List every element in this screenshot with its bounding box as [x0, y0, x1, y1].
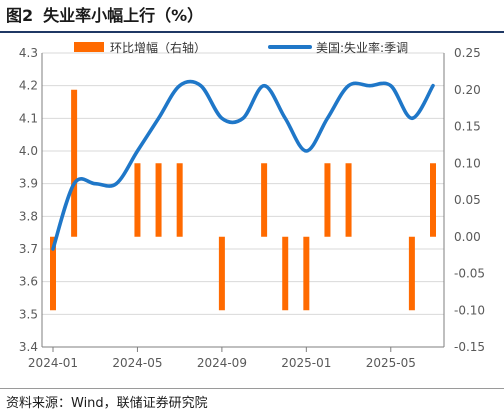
figure-number: 图2 [6, 6, 34, 25]
bar-mark [303, 236, 310, 311]
right-tick-label: -0.10 [454, 303, 485, 317]
left-tick-label: 3.9 [19, 177, 38, 191]
bar-mark [50, 236, 56, 311]
left-tick-label: 4.0 [19, 144, 38, 158]
bar-series [50, 89, 436, 311]
right-tick-label: -0.05 [454, 267, 485, 281]
x-tick-label: 2025-01 [281, 356, 331, 370]
left-tick-label: 3.6 [19, 275, 38, 289]
bar-mark [176, 163, 183, 237]
left-tick-label: 3.8 [19, 209, 38, 223]
bar-mark [134, 163, 141, 237]
x-tick-label: 2025-05 [366, 356, 416, 370]
left-tick-label: 4.3 [19, 46, 38, 60]
x-tick-label: 2024-05 [112, 356, 162, 370]
right-tick-label: 0.20 [454, 83, 481, 97]
title-rule [0, 31, 504, 33]
axes: 3.4 3.5 3.6 3.7 3.8 3.9 4.0 4.1 4.2 4.3 -0.15 -0.10… [19, 46, 485, 370]
right-tick-label: 0.10 [454, 156, 481, 170]
left-tick-label: 4.2 [19, 79, 38, 93]
right-tick-label: 0.15 [454, 120, 481, 134]
bar-mark [282, 236, 289, 311]
bar-mark [218, 236, 225, 311]
right-tick-label: 0.25 [454, 46, 481, 60]
unemployment-chart: 3.4 3.5 3.6 3.7 3.8 3.9 4.0 4.1 4.2 4.3 -0.15 -0.10… [19, 40, 485, 370]
left-tick-label: 3.4 [19, 340, 38, 354]
x-tick-label: 2024-09 [197, 356, 247, 370]
legend-bar-label: 环比增幅（右轴） [110, 40, 206, 55]
source-note: 资料来源：Wind，联储证券研究院 [6, 396, 208, 411]
right-tick-label: 0.05 [454, 193, 481, 207]
bar-mark [324, 163, 331, 237]
legend-line-label: 美国:失业率:季调 [316, 40, 408, 55]
left-tick-label: 3.5 [19, 307, 38, 321]
x-tick-label: 2024-01 [28, 356, 78, 370]
gridlines [42, 52, 444, 348]
bar-mark [261, 163, 268, 237]
bar-mark [71, 89, 78, 237]
bar-mark [408, 236, 415, 311]
bar-mark [155, 163, 162, 237]
right-tick-label: -0.15 [454, 340, 485, 354]
source-rule [0, 388, 504, 389]
bar-mark [430, 163, 436, 237]
figure-title: 图2 失业率小幅上行（%） [6, 3, 203, 29]
left-tick-label: 4.1 [19, 111, 38, 125]
figure-title-text: 失业率小幅上行（%） [43, 6, 204, 25]
legend: 环比增幅（右轴） 美国:失业率:季调 [74, 40, 408, 55]
legend-bar-swatch [74, 42, 104, 52]
bar-mark [345, 163, 352, 237]
right-tick-label: 0.00 [454, 230, 481, 244]
left-tick-label: 3.7 [19, 242, 38, 256]
unemployment-line [51, 79, 435, 251]
